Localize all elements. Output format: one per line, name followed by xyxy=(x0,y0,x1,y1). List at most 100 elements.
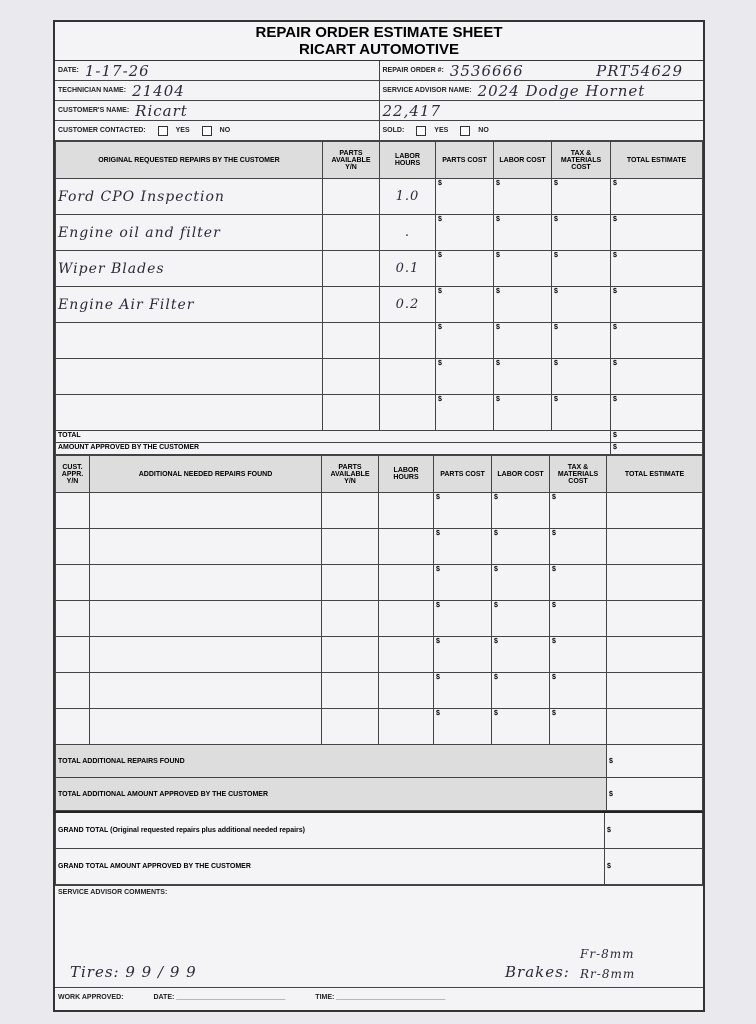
total-estimate-cell[interactable]: $ xyxy=(610,394,703,431)
labor-hours[interactable] xyxy=(379,358,436,395)
parts-available-cell[interactable] xyxy=(322,250,380,287)
total-estimate-cell[interactable] xyxy=(606,492,703,529)
parts-cost-cell[interactable]: $ xyxy=(435,322,494,359)
tax-cost-cell[interactable]: $ xyxy=(551,358,611,395)
parts-cost-cell[interactable]: $ xyxy=(433,564,492,601)
parts-cost-cell[interactable]: $ xyxy=(433,600,492,637)
labor-hours-cell[interactable] xyxy=(378,636,434,673)
total-estimate-cell[interactable] xyxy=(606,708,703,745)
parts-available-cell[interactable] xyxy=(321,636,379,673)
labor-cost-cell[interactable]: $ xyxy=(491,672,550,709)
customer-approval-cell[interactable] xyxy=(55,564,90,601)
labor-hours-cell[interactable] xyxy=(378,528,434,565)
parts-cost-cell[interactable]: $ xyxy=(435,178,494,215)
parts-cost-cell[interactable]: $ xyxy=(435,394,494,431)
labor-cost-cell[interactable]: $ xyxy=(493,286,552,323)
labor-cost-cell[interactable]: $ xyxy=(491,528,550,565)
original-total-value[interactable]: $ xyxy=(610,430,703,443)
total-estimate-cell[interactable] xyxy=(606,672,703,709)
parts-available-cell[interactable] xyxy=(321,528,379,565)
additional-description-cell[interactable] xyxy=(89,492,322,529)
tax-cost-cell[interactable]: $ xyxy=(549,672,607,709)
labor-cost-cell[interactable]: $ xyxy=(491,564,550,601)
tax-cost-cell[interactable]: $ xyxy=(551,394,611,431)
repair-description[interactable]: Engine oil and filter xyxy=(55,214,323,251)
tax-cost-cell[interactable]: $ xyxy=(549,600,607,637)
tax-cost-cell[interactable]: $ xyxy=(551,250,611,287)
tax-cost-cell[interactable]: $ xyxy=(551,286,611,323)
date-field[interactable]: DATE: ____________________________ xyxy=(153,993,286,1001)
parts-cost-cell[interactable]: $ xyxy=(435,358,494,395)
labor-cost-cell[interactable]: $ xyxy=(493,322,552,359)
repair-description[interactable] xyxy=(55,322,323,359)
parts-cost-cell[interactable]: $ xyxy=(433,708,492,745)
grand-total-value[interactable]: $ xyxy=(604,811,703,849)
additional-description-cell[interactable] xyxy=(89,636,322,673)
repair-description[interactable] xyxy=(55,358,323,395)
labor-cost-cell[interactable]: $ xyxy=(491,600,550,637)
total-estimate-cell[interactable] xyxy=(606,600,703,637)
parts-available-cell[interactable] xyxy=(321,564,379,601)
labor-hours-cell[interactable] xyxy=(378,672,434,709)
repair-description[interactable]: Ford CPO Inspection xyxy=(55,178,323,215)
parts-cost-cell[interactable]: $ xyxy=(433,636,492,673)
total-estimate-cell[interactable]: $ xyxy=(610,214,703,251)
labor-hours[interactable]: 1.0 xyxy=(379,178,436,215)
comments-box[interactable]: SERVICE ADVISOR COMMENTS: Tires: 9 9 / 9… xyxy=(55,885,703,988)
total-estimate-cell[interactable]: $ xyxy=(610,178,703,215)
customer-approval-cell[interactable] xyxy=(55,492,90,529)
tax-cost-cell[interactable]: $ xyxy=(549,636,607,673)
date-value[interactable]: 1-17-26 xyxy=(84,61,150,80)
parts-available-cell[interactable] xyxy=(322,394,380,431)
parts-available-cell[interactable] xyxy=(322,358,380,395)
additional-description-cell[interactable] xyxy=(89,600,322,637)
vehicle-value[interactable]: 2024 Dodge Hornet xyxy=(477,81,646,100)
parts-available-cell[interactable] xyxy=(322,322,380,359)
repair-description[interactable]: Wiper Blades xyxy=(55,250,323,287)
labor-hours[interactable]: 0.2 xyxy=(379,286,436,323)
total-estimate-cell[interactable] xyxy=(606,636,703,673)
additional-description-cell[interactable] xyxy=(89,528,322,565)
labor-hours[interactable]: . xyxy=(379,214,436,251)
parts-available-cell[interactable] xyxy=(321,708,379,745)
labor-cost-cell[interactable]: $ xyxy=(493,250,552,287)
additional-description-cell[interactable] xyxy=(89,708,322,745)
labor-cost-cell[interactable]: $ xyxy=(493,214,552,251)
repair-description[interactable] xyxy=(55,394,323,431)
original-approved-value[interactable]: $ xyxy=(610,442,703,455)
customer-approval-cell[interactable] xyxy=(55,672,90,709)
contacted-no-checkbox[interactable] xyxy=(201,125,212,136)
technician-value[interactable]: 21404 xyxy=(132,81,185,100)
tax-cost-cell[interactable]: $ xyxy=(549,492,607,529)
parts-available-cell[interactable] xyxy=(322,286,380,323)
total-estimate-cell[interactable]: $ xyxy=(610,358,703,395)
labor-hours[interactable]: 0.1 xyxy=(379,250,436,287)
parts-cost-cell[interactable]: $ xyxy=(433,528,492,565)
parts-cost-cell[interactable]: $ xyxy=(433,672,492,709)
parts-cost-cell[interactable]: $ xyxy=(435,250,494,287)
parts-available-cell[interactable] xyxy=(321,672,379,709)
tax-cost-cell[interactable]: $ xyxy=(551,322,611,359)
parts-available-cell[interactable] xyxy=(321,492,379,529)
customer-approval-cell[interactable] xyxy=(55,528,90,565)
total-estimate-cell[interactable] xyxy=(606,564,703,601)
parts-cost-cell[interactable]: $ xyxy=(435,286,494,323)
grand-approved-value[interactable]: $ xyxy=(604,848,703,885)
parts-cost-cell[interactable]: $ xyxy=(433,492,492,529)
labor-cost-cell[interactable]: $ xyxy=(491,636,550,673)
total-estimate-cell[interactable]: $ xyxy=(610,322,703,359)
total-estimate-cell[interactable]: $ xyxy=(610,250,703,287)
labor-hours-cell[interactable] xyxy=(378,564,434,601)
tax-cost-cell[interactable]: $ xyxy=(551,214,611,251)
customer-approval-cell[interactable] xyxy=(55,708,90,745)
tax-cost-cell[interactable]: $ xyxy=(549,708,607,745)
repair-order-value[interactable]: 3536666 xyxy=(449,61,524,80)
labor-cost-cell[interactable]: $ xyxy=(491,708,550,745)
labor-hours[interactable] xyxy=(379,322,436,359)
contacted-yes-checkbox[interactable] xyxy=(157,125,168,136)
customer-approval-cell[interactable] xyxy=(55,636,90,673)
labor-cost-cell[interactable]: $ xyxy=(493,358,552,395)
labor-hours-cell[interactable] xyxy=(378,600,434,637)
additional-description-cell[interactable] xyxy=(89,564,322,601)
additional-total-value[interactable]: $ xyxy=(606,744,703,778)
